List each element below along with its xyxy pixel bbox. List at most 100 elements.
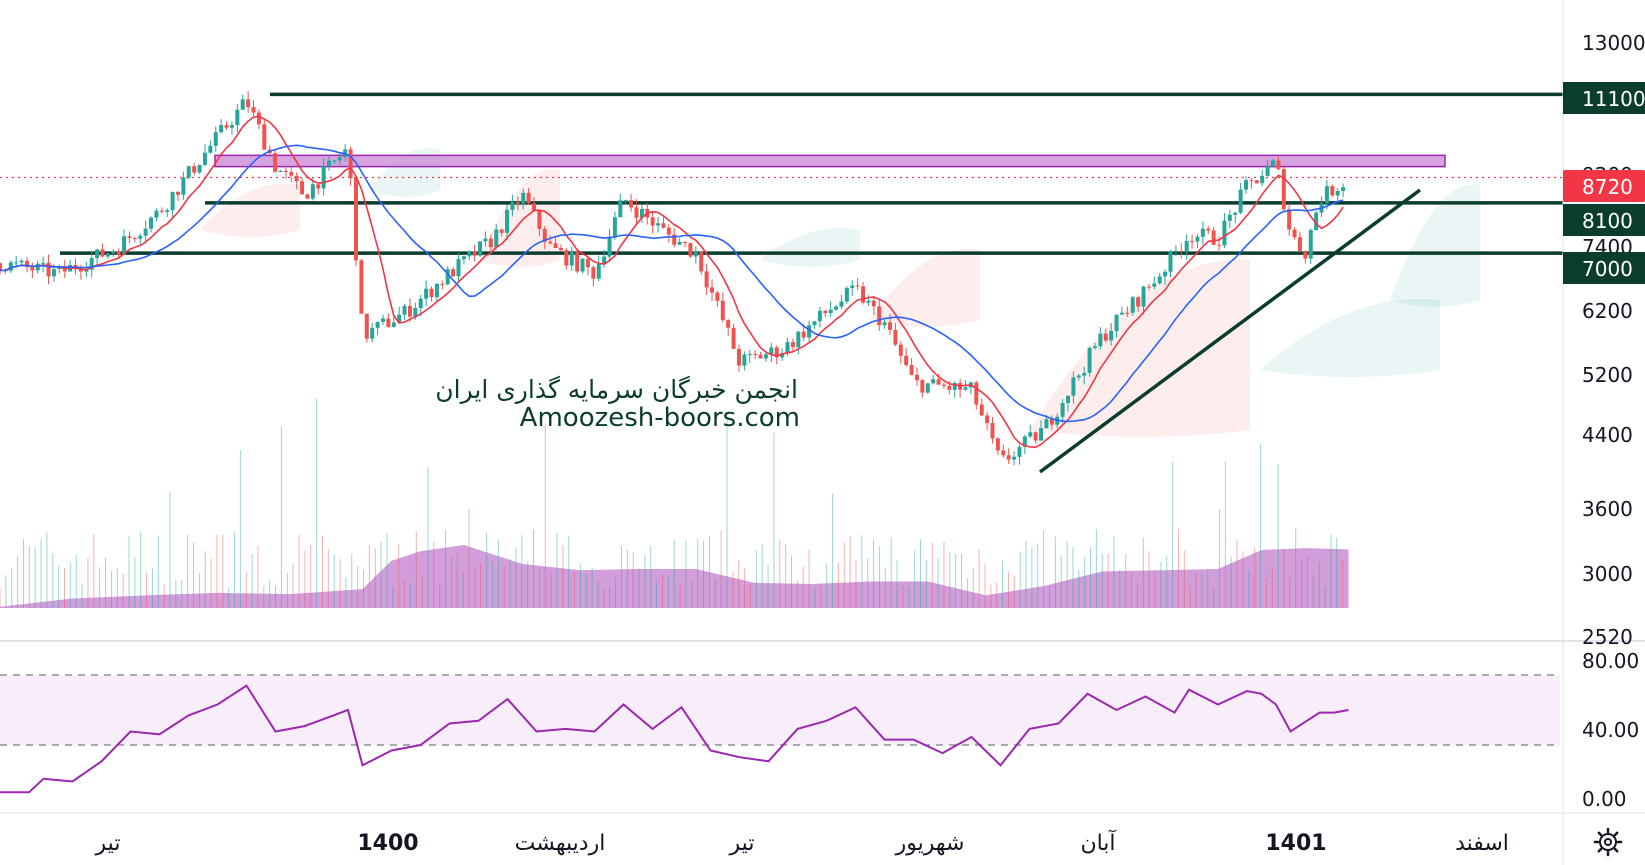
candle-body <box>310 184 315 199</box>
candle-body <box>834 306 839 310</box>
rsi-line <box>0 684 1349 794</box>
candle-body <box>1341 187 1346 192</box>
volume-ma-area <box>0 545 1349 608</box>
time-label-tir-2: تیر <box>729 831 755 856</box>
candle-body <box>440 283 445 285</box>
candle-body <box>0 263 2 271</box>
candle-body <box>413 308 418 317</box>
candle-body <box>24 260 29 268</box>
candle-body <box>1103 333 1108 341</box>
candle-body <box>801 331 806 338</box>
candle-body <box>763 354 768 359</box>
candle-body <box>192 166 197 173</box>
candle-body <box>1211 230 1216 245</box>
candle-body <box>229 125 234 128</box>
candle-body <box>1033 432 1038 441</box>
candle-body <box>1152 283 1157 287</box>
candle-body <box>1109 330 1114 341</box>
candle-body <box>526 192 531 204</box>
price-label-13000: 13000 <box>1582 31 1645 55</box>
candle-body <box>510 202 515 210</box>
candle-body <box>429 288 434 298</box>
candle-body <box>488 238 493 248</box>
candle-body <box>41 262 46 264</box>
candle-body <box>1028 432 1033 437</box>
candle-body <box>1179 250 1184 252</box>
gear-icon[interactable] <box>1593 827 1623 857</box>
candle-body <box>478 241 483 256</box>
candle-body <box>785 342 790 354</box>
candle-body <box>812 321 817 326</box>
candle-body <box>138 235 143 239</box>
candle-body <box>30 267 35 271</box>
candle-body <box>202 152 207 165</box>
uptrend-line <box>1038 188 1422 474</box>
trendline <box>1038 188 1422 474</box>
candle-body <box>35 263 40 271</box>
candle-body <box>461 256 466 260</box>
candle-body <box>548 241 553 244</box>
candle-body <box>623 200 628 202</box>
candle-body <box>1297 237 1302 251</box>
candle-body <box>585 258 590 268</box>
candle-body <box>1039 428 1044 441</box>
candle-body <box>1184 241 1189 252</box>
candle-body <box>456 259 461 277</box>
candle-body <box>591 267 596 279</box>
candle-body <box>844 287 849 302</box>
tag-support-low: 7000 <box>1563 252 1645 284</box>
svg-text:8100: 8100 <box>1582 209 1633 233</box>
candle-body <box>753 353 758 355</box>
svg-text:11100: 11100 <box>1582 87 1645 111</box>
candle-body <box>715 292 720 301</box>
candle-body <box>1292 229 1297 238</box>
candle-body <box>256 112 261 125</box>
candle-body <box>84 269 89 272</box>
candle-body <box>639 208 644 218</box>
candle-body <box>618 200 623 218</box>
candle-body <box>726 320 731 328</box>
price-label-6200: 6200 <box>1582 299 1633 323</box>
candle-body <box>995 438 1000 451</box>
candle-body <box>1119 312 1124 315</box>
candle-body <box>634 207 639 218</box>
candle-body <box>747 353 752 355</box>
candle-body <box>154 210 159 218</box>
candle-body <box>316 184 321 189</box>
candle-body <box>882 322 887 326</box>
candle-body <box>963 387 968 390</box>
candle-body <box>186 166 191 178</box>
candle-body <box>283 170 288 172</box>
candle-body <box>46 262 51 277</box>
time-label-esfand: اسفند <box>1455 831 1509 856</box>
candle-body <box>666 227 671 235</box>
candle-body <box>731 327 736 349</box>
candle-body <box>564 250 569 266</box>
svg-text:7000: 7000 <box>1582 257 1633 281</box>
candle-body <box>542 228 547 242</box>
candle-body <box>370 327 375 339</box>
candle-body <box>111 251 116 254</box>
candle-body <box>515 202 520 204</box>
candle-body <box>1076 375 1081 378</box>
candle-body <box>424 288 429 299</box>
candle-body <box>1157 276 1162 284</box>
candle-body <box>386 318 391 327</box>
candle-body <box>1146 286 1151 288</box>
candle-body <box>337 157 342 161</box>
candle-body <box>327 160 332 167</box>
price-label-4400: 4400 <box>1582 423 1633 447</box>
candle-body <box>553 243 558 249</box>
candle-body <box>914 374 919 381</box>
rsi-label-0: 0.00 <box>1582 787 1627 811</box>
price-label-3000: 3000 <box>1582 562 1633 586</box>
candle-body <box>823 310 828 314</box>
candle-body <box>629 200 634 208</box>
candle-body <box>677 241 682 245</box>
candle-body <box>380 318 385 322</box>
rsi-label-40: 40.00 <box>1582 718 1639 742</box>
volume-area <box>0 398 1349 608</box>
candle-body <box>1217 244 1222 246</box>
candle-body <box>1136 297 1141 307</box>
